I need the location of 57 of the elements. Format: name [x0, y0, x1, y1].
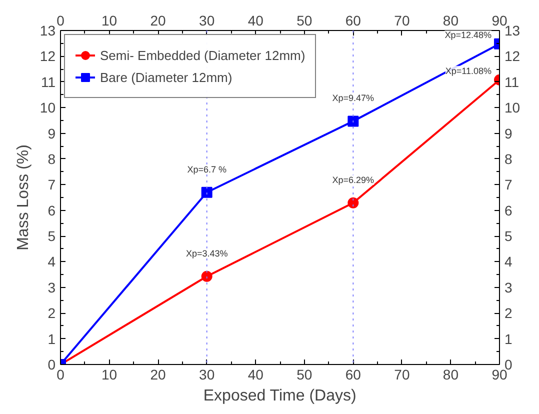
- legend-label: Bare (Diameter 12mm): [100, 70, 232, 84]
- x2-tick-label: 30: [199, 366, 215, 382]
- point: [348, 197, 359, 208]
- x2-tick-label: 20: [150, 366, 166, 382]
- x2-tick-label: 80: [442, 366, 459, 382]
- y2-tick-label: 6: [504, 202, 512, 218]
- point: [201, 186, 212, 198]
- y2-tick-label: 10: [504, 100, 520, 116]
- y2-tick-label: 3: [504, 279, 512, 296]
- x-tick-label: 40: [248, 12, 264, 28]
- y-tick-label: 11: [40, 74, 56, 90]
- y-tick-label: 7: [48, 176, 56, 193]
- x-tick-label: 20: [150, 12, 166, 28]
- x-tick-label: 50: [296, 12, 312, 28]
- point: [201, 270, 212, 282]
- y2-tick-label: 5: [504, 228, 512, 244]
- y-tick-label: 9: [48, 125, 56, 142]
- y-tick-label: 13: [40, 22, 56, 38]
- x-tick-label: 30: [199, 12, 215, 28]
- x-tick-label: 80: [442, 12, 459, 28]
- y-tick-label: 0: [48, 356, 56, 372]
- annotation: Xp=12.48%: [444, 30, 492, 40]
- annotation: Xp=6.7 %: [187, 164, 226, 174]
- y2-tick-label: 2: [504, 305, 512, 322]
- y-tick-label: 3: [48, 279, 56, 296]
- x2-tick-label: 50: [296, 366, 312, 382]
- y2-tick-label: 1: [504, 330, 512, 347]
- y2-tick-label: 7: [504, 176, 512, 193]
- x-tick-label: 70: [394, 12, 410, 28]
- y-tick-label: 1: [48, 330, 56, 347]
- y-tick-label: 6: [48, 202, 56, 218]
- y2-tick-label: 11: [504, 74, 520, 90]
- legend-label: Semi- Embedded (Diameter 12mm): [100, 48, 306, 62]
- y2-tick-label: 9: [504, 125, 512, 142]
- y-tick-label: 8: [48, 150, 56, 167]
- x-tick-label: 60: [345, 12, 362, 28]
- x2-tick-label: 10: [101, 366, 118, 382]
- y-tick-label: 2: [48, 305, 56, 322]
- x-tick-label: 10: [101, 12, 118, 28]
- annotation: Xp=9.47%: [332, 93, 374, 104]
- y-axis-title: Mass Loss (%): [14, 144, 32, 250]
- x2-tick-label: 70: [394, 366, 410, 382]
- y-tick-label: 5: [48, 228, 56, 244]
- annotation: Xp=11.08%: [445, 66, 492, 76]
- annotation: Xp=3.43%: [186, 248, 228, 258]
- point: [348, 116, 359, 127]
- y-tick-label: 10: [40, 100, 56, 116]
- x2-tick-label: 60: [345, 366, 362, 382]
- annotation: Xp=6.29%: [332, 174, 374, 185]
- y-tick-label: 12: [40, 48, 56, 64]
- x2-tick-label: 40: [248, 366, 264, 382]
- y2-tick-label: 12: [504, 48, 520, 64]
- y2-tick-label: 4: [504, 254, 512, 270]
- y2-tick-label: 8: [504, 150, 512, 167]
- y-tick-label: 4: [48, 254, 56, 270]
- x-axis-title: Exposed Time (Days): [203, 388, 356, 404]
- x-tick-label: 90: [492, 12, 508, 28]
